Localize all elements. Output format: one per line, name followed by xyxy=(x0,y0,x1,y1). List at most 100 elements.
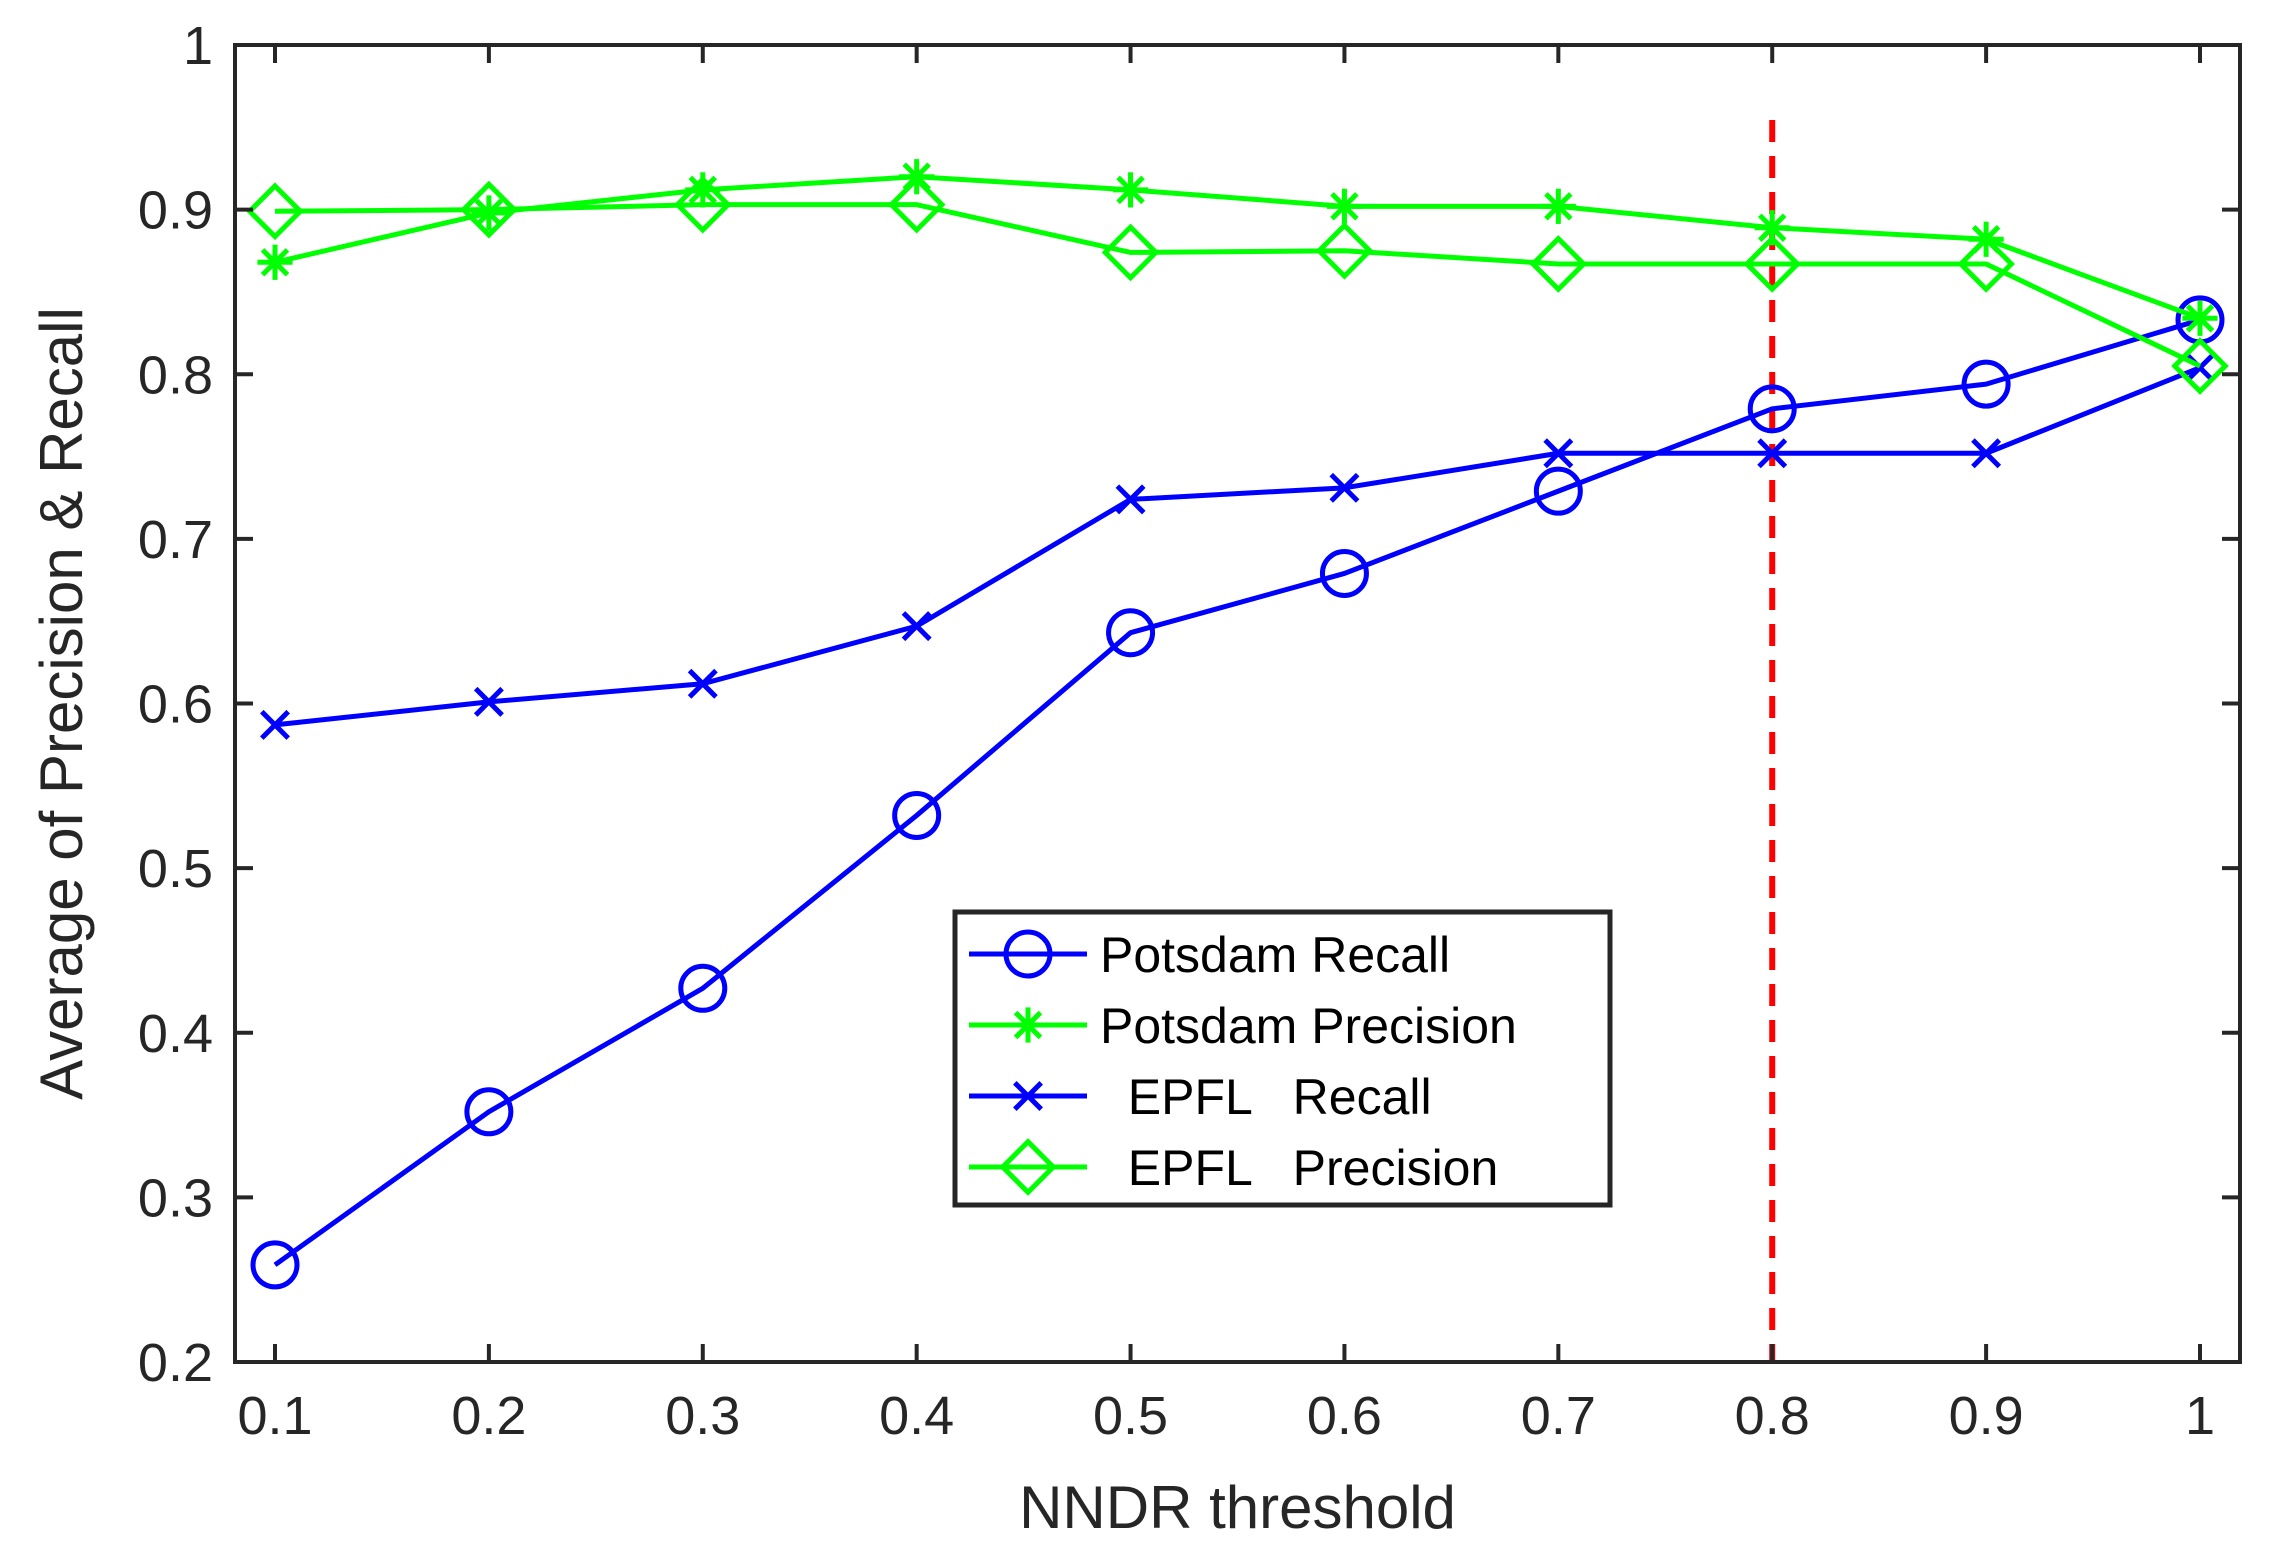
asterisk-marker-stroke xyxy=(688,175,717,205)
circle-marker xyxy=(1747,384,1797,434)
y-tick-label: 1 xyxy=(183,16,213,76)
asterisk-marker xyxy=(1326,188,1363,224)
x-marker xyxy=(473,686,504,717)
legend-box xyxy=(952,909,1613,1208)
diamond-marker-shape xyxy=(1315,221,1374,280)
diamond-marker xyxy=(246,182,304,241)
series-line xyxy=(274,202,2202,369)
x-marker xyxy=(1329,472,1360,503)
y-tick-label: 0.6 xyxy=(138,675,213,735)
plot-area: 0.1 0.2 0.3 0.4 0.5 0.6 0.7 0.8 0.9 1 0.2 0.3 0.4 0.5… xyxy=(138,16,2242,1446)
asterisk-marker-stroke xyxy=(1544,192,1573,221)
x-marker xyxy=(1013,1081,1043,1111)
circle-marker-shape xyxy=(1319,548,1369,598)
y-tick-label: 0.4 xyxy=(138,1004,213,1064)
x-marker xyxy=(687,668,718,699)
circle-marker-shape xyxy=(1747,384,1797,434)
asterisk-marker xyxy=(2182,300,2218,336)
diamond-marker xyxy=(887,175,946,234)
x-marker-stroke xyxy=(2185,352,2215,383)
x-marker xyxy=(260,709,290,740)
y-tick-label: 0.2 xyxy=(138,1333,213,1393)
y-tick-label: 0.3 xyxy=(138,1168,213,1228)
y-tick-label: 0.7 xyxy=(138,510,213,570)
x-marker xyxy=(2185,352,2215,383)
asterisk-marker-stroke xyxy=(1330,192,1359,221)
x-marker-stroke xyxy=(687,668,718,699)
diamond-marker-shape xyxy=(887,175,946,234)
legend: Potsdam Recall Potsdam Precision EPFL Rec… xyxy=(952,909,1613,1208)
x-tick-label: 0.2 xyxy=(451,1386,526,1446)
diamond-marker xyxy=(1529,235,1588,293)
x-axis-title: NNDR threshold xyxy=(1019,1474,1456,1541)
circle-marker xyxy=(678,963,728,1013)
circle-marker-shape xyxy=(1533,466,1583,516)
diamond-marker xyxy=(1315,221,1374,280)
series-line xyxy=(274,365,2201,728)
x-tick-label: 0.3 xyxy=(665,1386,740,1446)
circle-marker-shape xyxy=(1003,929,1053,979)
diamond-marker-shape xyxy=(1743,235,1802,293)
asterisk-marker-stroke xyxy=(1116,175,1145,205)
asterisk-marker-stroke xyxy=(260,248,290,277)
asterisk-marker xyxy=(257,244,293,280)
diamond-marker-shape xyxy=(460,180,518,239)
legend-item: EPFL Recall xyxy=(969,1069,1432,1125)
circle-marker xyxy=(1319,548,1369,598)
y-axis-title: Average of Precision & Recall xyxy=(28,307,95,1100)
asterisk-marker xyxy=(1010,1007,1046,1043)
x-marker xyxy=(901,611,932,642)
x-marker-stroke xyxy=(1971,438,2002,469)
x-tick-label: 0.5 xyxy=(1093,1386,1168,1446)
circle-marker-shape xyxy=(678,963,728,1013)
diamond-marker xyxy=(673,175,732,234)
x-tick-label: 0.9 xyxy=(1949,1386,2024,1446)
legend-item: EPFL Precision xyxy=(969,1138,1498,1196)
circle-marker-shape xyxy=(464,1087,514,1137)
asterisk-marker xyxy=(1112,172,1149,208)
circle-marker-shape xyxy=(1106,608,1156,658)
x-marker-stroke xyxy=(1329,472,1360,503)
legend-label: EPFL Recall xyxy=(1100,1069,1432,1125)
circle-marker xyxy=(250,1240,300,1290)
x-tick-label: 0.6 xyxy=(1307,1386,1382,1446)
asterisk-marker-stroke xyxy=(2185,304,2215,333)
x-marker-stroke xyxy=(260,709,290,740)
asterisk-marker xyxy=(471,195,507,231)
x-marker xyxy=(1971,438,2002,469)
diamond-marker xyxy=(999,1138,1057,1196)
series-1 xyxy=(257,159,2218,336)
diamond-marker xyxy=(2171,337,2229,395)
x-tick-label: 0.8 xyxy=(1735,1386,1810,1446)
circle-marker-shape xyxy=(892,790,942,840)
legend-item: Potsdam Precision xyxy=(969,998,1517,1054)
series-line xyxy=(273,317,2201,1267)
circle-marker xyxy=(1106,608,1156,658)
diamond-marker-shape xyxy=(673,175,732,234)
circle-marker xyxy=(464,1087,514,1137)
diamond-marker-shape xyxy=(1957,235,2015,293)
diamond-marker-shape xyxy=(246,182,304,241)
asterisk-marker-stroke xyxy=(1013,1010,1043,1040)
series-2 xyxy=(260,352,2215,740)
diamond-marker xyxy=(1743,235,1802,293)
legend-label: EPFL Precision xyxy=(1100,1140,1498,1196)
x-marker-stroke xyxy=(1115,484,1146,515)
diamond-marker xyxy=(1957,235,2015,293)
y-tick-label: 0.9 xyxy=(138,181,213,241)
diamond-marker-shape xyxy=(1101,223,1160,282)
legend-label: Potsdam Precision xyxy=(1100,998,1517,1054)
x-marker-stroke xyxy=(1013,1081,1043,1111)
circle-marker xyxy=(892,790,942,840)
circle-marker-shape xyxy=(1961,359,2011,409)
x-marker xyxy=(1115,484,1146,515)
legend-item: Potsdam Recall xyxy=(969,927,1450,983)
series-3 xyxy=(246,175,2229,395)
diamond-marker-shape xyxy=(2171,337,2229,395)
x-marker-stroke xyxy=(1757,438,1788,469)
asterisk-marker-stroke xyxy=(474,198,504,228)
series-line xyxy=(274,174,2201,321)
x-marker-stroke xyxy=(901,611,932,642)
x-tick-label: 0.1 xyxy=(237,1386,312,1446)
x-marker-stroke xyxy=(473,686,504,717)
